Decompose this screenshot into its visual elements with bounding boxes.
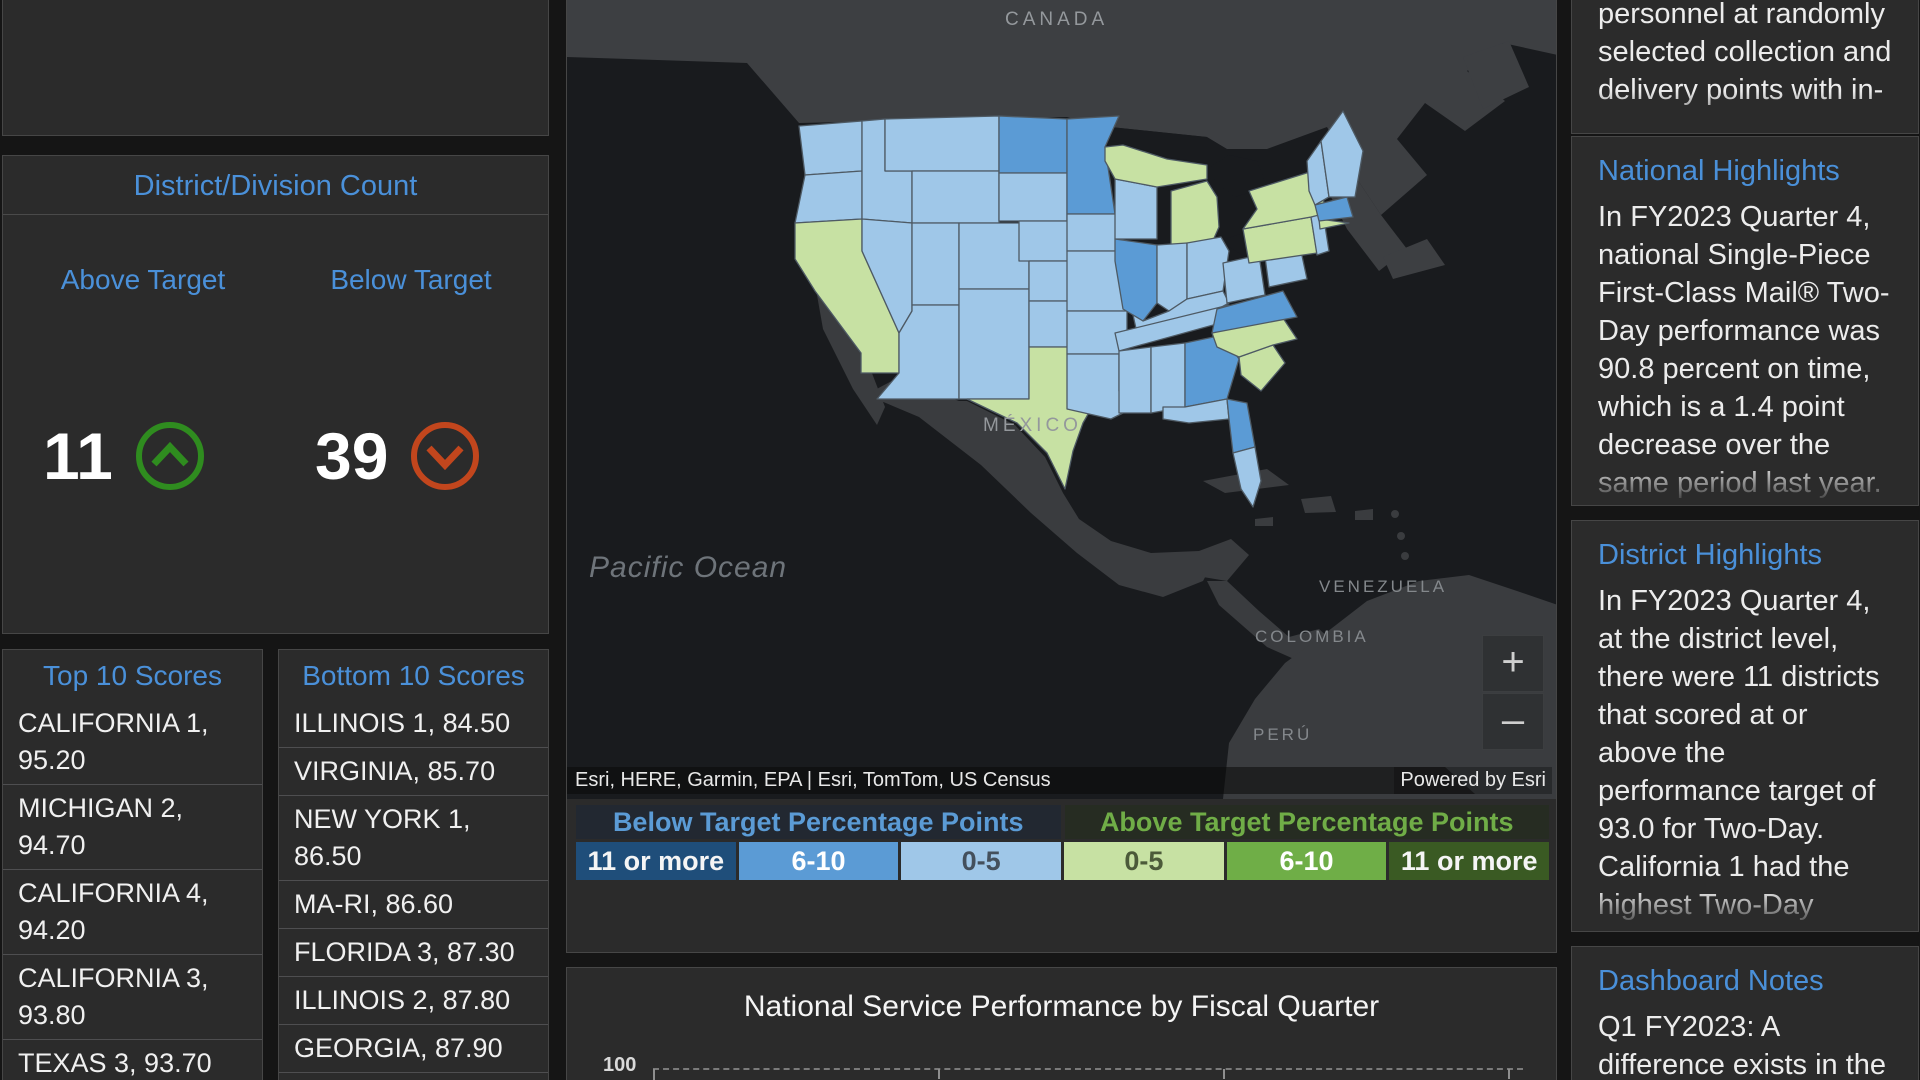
- map-label-canada: CANADA: [1005, 9, 1109, 30]
- axis-tick: [653, 1069, 655, 1080]
- legend-swatch-a6: 6-10: [1226, 842, 1387, 880]
- list-item: MN-ND, 87.90: [279, 1072, 548, 1080]
- list-item: NEW YORK 1, 86.50: [279, 795, 548, 880]
- list-item: ILLINOIS 1, 84.50: [294, 708, 511, 738]
- list-item: GEORGIA, 87.90: [279, 1024, 548, 1072]
- map-label-peru: PERÚ: [1253, 725, 1313, 744]
- legend-swatch-a11: 11 or more: [1389, 842, 1550, 880]
- list-item: CALIFORNIA 4, 94.20: [3, 869, 262, 954]
- state-nm[interactable]: [958, 288, 1030, 400]
- above-target-label: Above Target: [60, 264, 226, 295]
- map-attribution: Esri, HERE, Garmin, EPA | Esri, TomTom, …: [567, 767, 1475, 794]
- map-label-venezuela: VENEZUELA: [1319, 577, 1448, 596]
- choropleth-map: [567, 0, 1556, 799]
- list-item: CALIFORNIA 3, 93.80: [3, 954, 262, 1039]
- map-canvas[interactable]: CANADA MÉXICO Pacific Ocean VENEZUELA CO…: [567, 0, 1556, 799]
- map-legend: Below Target Percentage Points Above Tar…: [576, 805, 1550, 880]
- state-mi[interactable]: [1170, 180, 1220, 246]
- state-vt_nh[interactable]: [1306, 140, 1330, 206]
- list-item: MA-RI, 86.60: [279, 880, 548, 928]
- clipped-description-text: personnel at randomly selected collectio…: [1598, 0, 1892, 106]
- state-wv[interactable]: [1222, 254, 1266, 304]
- bottom-10-title: Bottom 10 Scores: [302, 660, 525, 691]
- map-panel: CANADA MÉXICO Pacific Ocean VENEZUELA CO…: [566, 0, 1557, 953]
- state-in[interactable]: [1156, 242, 1188, 312]
- list-item: ILLINOIS 2, 87.80: [279, 976, 548, 1024]
- below-target-label: Below Target: [330, 264, 492, 295]
- state-mi_up[interactable]: [1104, 144, 1208, 188]
- state-wi[interactable]: [1114, 178, 1158, 240]
- national-highlights-panel[interactable]: National Highlights In FY2023 Quarter 4,…: [1571, 136, 1919, 506]
- bottom-10-list: ILLINOIS 1, 84.50 VIRGINIA, 85.70 NEW YORK…: [279, 700, 548, 1080]
- dashboard-notes-panel[interactable]: Dashboard Notes Q1 FY2023: A difference …: [1571, 946, 1919, 1080]
- dashboard-notes-text: Q1 FY2023: A difference exists in the co…: [1598, 1011, 1887, 1080]
- legend-title-below: Below Target Percentage Points: [576, 805, 1061, 839]
- state-wa[interactable]: [798, 120, 863, 176]
- legend-swatch-a0: 0-5: [1064, 842, 1224, 880]
- zoom-in-button[interactable]: +: [1482, 635, 1544, 692]
- state-wy[interactable]: [911, 170, 1000, 224]
- zoom-out-button[interactable]: –: [1482, 693, 1544, 750]
- axis-tick: [938, 1069, 940, 1079]
- national-highlights-heading: National Highlights: [1598, 155, 1840, 187]
- list-item: FLORIDA 3, 87.30: [279, 928, 548, 976]
- scorecards-panel: 93 90.8 90.90: [2, 0, 549, 136]
- state-me[interactable]: [1320, 110, 1364, 198]
- district-highlights-panel[interactable]: District Highlights In FY2023 Quarter 4,…: [1571, 520, 1919, 932]
- legend-title-above: Above Target Percentage Points: [1064, 805, 1549, 839]
- list-item: VIRGINIA, 85.70: [279, 747, 548, 795]
- state-al[interactable]: [1150, 342, 1186, 414]
- state-sd[interactable]: [998, 172, 1068, 222]
- national-highlights-text: In FY2023 Quarter 4, national Single-Pie…: [1598, 201, 1890, 499]
- state-va[interactable]: [1211, 290, 1298, 334]
- state-ma_ct_ri[interactable]: [1314, 196, 1354, 222]
- chart-title: National Service Performance by Fiscal Q…: [743, 990, 1380, 1023]
- bottom-10-scores-panel: Bottom 10 Scores ILLINOIS 1, 84.50 VIRGIN…: [278, 649, 549, 1080]
- list-item: TEXAS 3, 93.70: [3, 1039, 262, 1080]
- y-axis-tick-label: 100: [603, 1054, 637, 1076]
- map-label-pacific-ocean: Pacific Ocean: [589, 551, 788, 584]
- state-mn[interactable]: [1066, 115, 1120, 215]
- axis-tick: [1508, 1069, 1510, 1079]
- panel-title: District/Division Count: [3, 156, 548, 215]
- district-division-count-panel: District/Division Count Above Target Bel…: [2, 155, 549, 634]
- state-fl_south[interactable]: [1232, 446, 1262, 508]
- survey-description-panel[interactable]: personnel at randomly selected collectio…: [1571, 0, 1919, 134]
- arrow-down-circle-icon: [408, 419, 482, 493]
- legend-swatch-b11: 11 or more: [576, 842, 736, 880]
- state-ms[interactable]: [1118, 346, 1152, 414]
- powered-by-esri: Powered by Esri: [1394, 767, 1552, 794]
- state-oh[interactable]: [1186, 236, 1230, 300]
- target-gridline: [653, 1068, 1523, 1070]
- axis-tick: [1223, 1069, 1225, 1079]
- top-10-title: Top 10 Scores: [43, 660, 222, 691]
- map-label-mexico: MÉXICO: [983, 415, 1082, 436]
- state-nd[interactable]: [998, 115, 1068, 174]
- above-target-value: 11: [43, 419, 113, 493]
- state-or[interactable]: [794, 170, 863, 224]
- state-long_island[interactable]: [1318, 218, 1350, 230]
- list-item: CALIFORNIA 1, 95.20: [18, 708, 209, 775]
- state-ut[interactable]: [911, 222, 960, 306]
- legend-swatch-b0: 0-5: [901, 842, 1062, 880]
- top-10-list: CALIFORNIA 1, 95.20 MICHIGAN 2, 94.70 CALI…: [3, 700, 262, 1080]
- arrow-up-circle-icon: [133, 419, 207, 493]
- dashboard-notes-heading: Dashboard Notes: [1598, 965, 1824, 997]
- legend-swatch-b6: 6-10: [738, 842, 899, 880]
- us-states-group: [794, 110, 1364, 508]
- district-highlights-heading: District Highlights: [1598, 539, 1822, 571]
- below-target-value: 39: [315, 419, 389, 493]
- fiscal-quarter-chart-panel: National Service Performance by Fiscal Q…: [566, 967, 1557, 1080]
- district-highlights-text: In FY2023 Quarter 4, at the district lev…: [1598, 585, 1880, 931]
- top-10-scores-panel: Top 10 Scores CALIFORNIA 1, 95.20 MICHIGA…: [2, 649, 263, 1080]
- map-label-colombia: COLOMBIA: [1255, 627, 1369, 646]
- list-item: MICHIGAN 2, 94.70: [3, 784, 262, 869]
- state-mt[interactable]: [884, 115, 1000, 172]
